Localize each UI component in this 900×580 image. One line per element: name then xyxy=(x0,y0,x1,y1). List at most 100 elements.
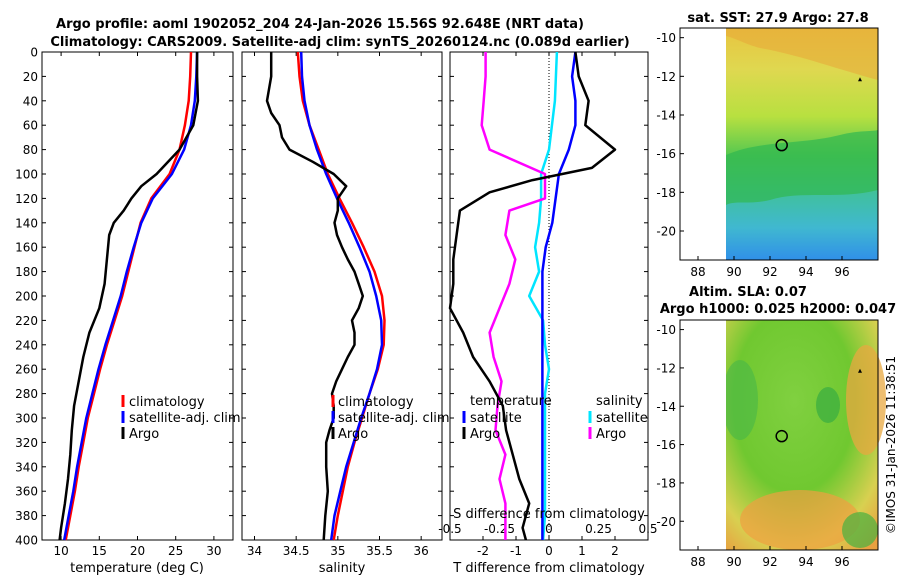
copyright: ©IMOS 31-Jan-2026 11:38:51 xyxy=(884,356,898,534)
depth-tick-label: 380 xyxy=(15,509,38,523)
depth-tick-label: 200 xyxy=(15,290,38,304)
legend-label-t-satellite: satellite xyxy=(470,411,522,426)
sst-map-title: sat. SST: 27.9 Argo: 27.8 xyxy=(687,11,868,26)
sla-high-south xyxy=(740,490,860,550)
s-tick-label: 0.5 xyxy=(638,522,657,536)
legend-title-salinity: salinity xyxy=(596,394,643,409)
map-y-tick-label: -16 xyxy=(656,147,676,161)
x-tick-label: 0 xyxy=(545,544,553,558)
depth-axis: 0 20 40 60 80 100 120 140 160 180 200 220 240 260 280 3… xyxy=(15,46,648,548)
map-y-tick-label: -18 xyxy=(656,476,676,490)
legend-label-argo: Argo xyxy=(338,427,368,442)
x-tick-label: -2 xyxy=(477,544,489,558)
x-tick-label: 34.5 xyxy=(283,544,310,558)
salinity-panel-frame xyxy=(241,51,443,541)
map-y-tick-label: -10 xyxy=(656,323,676,337)
map-y-tick-label: -14 xyxy=(656,109,676,123)
s-tick-label: 0 xyxy=(545,522,553,536)
title-line-2: Climatology: CARS2009. Satellite-adj cli… xyxy=(50,35,629,50)
sla-map-title: Altim. SLA: 0.07 xyxy=(689,285,807,300)
depth-tick-label: 340 xyxy=(15,460,38,474)
title-line-1: Argo profile: aoml 1902052_204 24-Jan-20… xyxy=(56,17,584,32)
series-line-satellite-clim xyxy=(62,51,199,541)
s-difference-xlabel: S difference from climatology xyxy=(453,507,645,522)
x-tick-label: 30 xyxy=(206,544,221,558)
map-y-tick-label: -18 xyxy=(656,186,676,200)
map-axes: 88 90 92 94 96 -10 -12 -14 -16 -18 -20 88 90 92 94 96 -1… xyxy=(656,27,879,569)
difference-panel: -2 -1 0 1 2 -0.5 -0.25 0 0.25 0.5 xyxy=(438,51,658,558)
depth-tick-label: 40 xyxy=(23,94,38,108)
map-y-tick-label: -20 xyxy=(656,225,676,239)
temperature-panel-frame xyxy=(41,51,234,541)
series-line-t-satellite xyxy=(541,51,577,540)
sla-map-subtitle: Argo h1000: 0.025 h2000: 0.047 xyxy=(660,302,896,317)
sla-nodata xyxy=(680,320,726,550)
series-line-climatology xyxy=(64,51,193,541)
map-frame xyxy=(679,27,879,261)
depth-tick-label: 60 xyxy=(23,119,38,133)
depth-tick-label: 300 xyxy=(15,412,38,426)
map-x-tick-label: 94 xyxy=(798,265,813,279)
temperature-xlabel: temperature (deg C) xyxy=(70,561,204,576)
x-tick-label: 25 xyxy=(168,544,183,558)
sla-low-southeast xyxy=(842,512,878,548)
depth-tick-label: 240 xyxy=(15,338,38,352)
map-x-tick-label: 90 xyxy=(726,265,741,279)
depth-tick-label: 160 xyxy=(15,241,38,255)
series-line-argo xyxy=(58,52,200,541)
s-tick-label: -0.25 xyxy=(484,522,515,536)
depth-tick-label: 80 xyxy=(23,143,38,157)
legend-label-s-satellite: satellite xyxy=(596,411,648,426)
legend-label-climatology: climatology xyxy=(129,395,205,410)
map-x-tick-label: 94 xyxy=(798,555,813,569)
x-tick-label: 36 xyxy=(414,544,429,558)
map-y-tick-label: -10 xyxy=(656,31,676,45)
legend-title-temperature: temperature xyxy=(470,394,552,409)
depth-tick-label: 140 xyxy=(15,216,38,230)
depth-tick-label: 120 xyxy=(15,192,38,206)
depth-tick-label: 220 xyxy=(15,314,38,328)
map-y-tick-label: -12 xyxy=(656,70,676,84)
sst-nodata xyxy=(680,28,726,260)
x-tick-label: 35.5 xyxy=(366,544,393,558)
s-tick-label: -0.5 xyxy=(438,522,461,536)
sla-low-west xyxy=(722,360,758,440)
t-difference-xlabel: T difference from climatology xyxy=(452,561,645,576)
depth-tick-label: 320 xyxy=(15,436,38,450)
map-x-tick-label: 92 xyxy=(762,265,777,279)
series-line-t-argo xyxy=(448,51,617,541)
map-x-tick-label: 88 xyxy=(690,265,705,279)
depth-tick-label: 180 xyxy=(15,265,38,279)
x-tick-label: 35 xyxy=(330,544,345,558)
depth-tick-label: 360 xyxy=(15,485,38,499)
argo-position-marker xyxy=(775,429,788,443)
x-tick-label: 10 xyxy=(53,544,68,558)
sst-green-band xyxy=(726,130,878,205)
depth-tick-label: 400 xyxy=(15,534,38,548)
triangle-marker xyxy=(858,368,862,373)
difference-legend: temperature satellite Argo salinity sate… xyxy=(462,394,648,442)
depth-tick-label: 20 xyxy=(23,70,38,84)
legend-label-satellite: satellite-adj. clim xyxy=(338,411,450,426)
legend-label-argo: Argo xyxy=(129,427,159,442)
map-x-tick-label: 90 xyxy=(726,555,741,569)
map-x-tick-label: 96 xyxy=(834,265,849,279)
series-line-s-argo xyxy=(480,52,547,540)
legend-label-t-argo: Argo xyxy=(470,427,500,442)
salinity-xlabel: salinity xyxy=(319,561,366,576)
depth-tick-label: 280 xyxy=(15,387,38,401)
sla-low-center xyxy=(816,387,840,423)
x-tick-label: 15 xyxy=(92,544,107,558)
legend-label-s-argo: Argo xyxy=(596,427,626,442)
depth-tick-label: 260 xyxy=(15,363,38,377)
argo-position-marker xyxy=(775,138,788,152)
salinity-legend: climatology satellite-adj. clim Argo xyxy=(331,395,450,442)
temperature-legend: climatology satellite-adj. clim Argo xyxy=(121,395,241,442)
legend-label-climatology: climatology xyxy=(338,395,414,410)
x-tick-label: 34 xyxy=(247,544,262,558)
x-tick-label: 2 xyxy=(611,544,619,558)
sst-warm-patch xyxy=(726,28,878,80)
map-y-tick-label: -20 xyxy=(656,515,676,529)
sla-map xyxy=(722,320,886,550)
